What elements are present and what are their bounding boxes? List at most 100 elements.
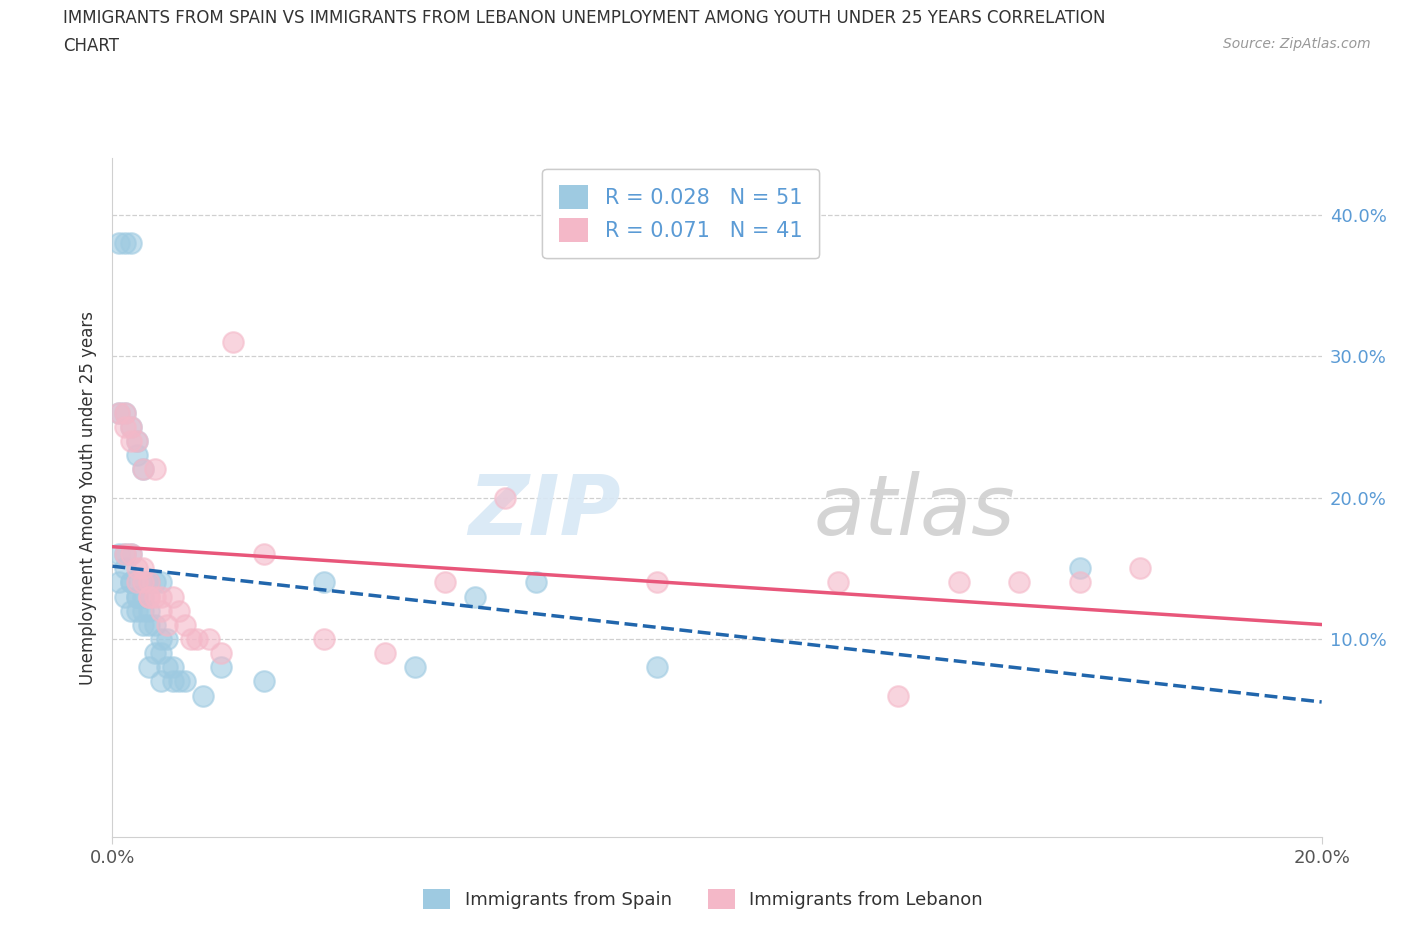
Text: atlas: atlas	[814, 471, 1015, 551]
Point	[167, 604, 190, 618]
Text: ZIP: ZIP	[468, 471, 620, 551]
Point	[149, 631, 172, 646]
Point	[253, 674, 276, 689]
Point	[198, 631, 221, 646]
Point	[149, 604, 172, 618]
Point	[138, 618, 160, 632]
Point	[120, 604, 142, 618]
Point	[827, 575, 849, 590]
Legend: Immigrants from Spain, Immigrants from Lebanon: Immigrants from Spain, Immigrants from L…	[416, 882, 990, 916]
Point	[887, 688, 910, 703]
Point	[1069, 561, 1091, 576]
Text: IMMIGRANTS FROM SPAIN VS IMMIGRANTS FROM LEBANON UNEMPLOYMENT AMONG YOUTH UNDER : IMMIGRANTS FROM SPAIN VS IMMIGRANTS FROM…	[63, 9, 1105, 27]
Point	[156, 660, 179, 675]
Point	[125, 433, 148, 448]
Point	[125, 589, 148, 604]
Point	[143, 462, 166, 477]
Point	[120, 547, 142, 562]
Point	[132, 462, 155, 477]
Point	[314, 631, 336, 646]
Point	[404, 660, 426, 675]
Point	[464, 589, 486, 604]
Point	[120, 419, 142, 434]
Point	[1129, 561, 1152, 576]
Point	[114, 561, 136, 576]
Point	[107, 235, 129, 250]
Point	[132, 618, 155, 632]
Point	[209, 645, 232, 660]
Point	[174, 674, 197, 689]
Point	[645, 660, 668, 675]
Point	[132, 462, 155, 477]
Point	[149, 674, 172, 689]
Point	[149, 575, 172, 590]
Point	[156, 618, 179, 632]
Point	[107, 405, 129, 420]
Point	[125, 575, 148, 590]
Point	[120, 575, 142, 590]
Point	[162, 660, 184, 675]
Point	[645, 575, 668, 590]
Point	[253, 547, 276, 562]
Point	[209, 660, 232, 675]
Point	[143, 618, 166, 632]
Point	[138, 575, 160, 590]
Point	[138, 575, 160, 590]
Text: Source: ZipAtlas.com: Source: ZipAtlas.com	[1223, 37, 1371, 51]
Point	[138, 604, 160, 618]
Point	[167, 674, 190, 689]
Point	[107, 405, 129, 420]
Point	[138, 589, 160, 604]
Point	[114, 235, 136, 250]
Point	[120, 433, 142, 448]
Point	[120, 235, 142, 250]
Point	[125, 433, 148, 448]
Point	[114, 405, 136, 420]
Point	[138, 589, 160, 604]
Point	[1008, 575, 1031, 590]
Point	[524, 575, 547, 590]
Point	[132, 604, 155, 618]
Point	[132, 561, 155, 576]
Point	[495, 490, 517, 505]
Point	[156, 631, 179, 646]
Point	[222, 335, 245, 350]
Point	[433, 575, 456, 590]
Point	[948, 575, 970, 590]
Point	[120, 419, 142, 434]
Point	[125, 589, 148, 604]
Point	[162, 589, 184, 604]
Point	[107, 547, 129, 562]
Point	[314, 575, 336, 590]
Point	[162, 674, 184, 689]
Point	[114, 547, 136, 562]
Point	[114, 547, 136, 562]
Point	[1069, 575, 1091, 590]
Point	[125, 561, 148, 576]
Point	[180, 631, 202, 646]
Point	[132, 575, 155, 590]
Point	[174, 618, 197, 632]
Point	[138, 660, 160, 675]
Point	[120, 575, 142, 590]
Point	[114, 589, 136, 604]
Point	[107, 575, 129, 590]
Point	[120, 547, 142, 562]
Point	[114, 405, 136, 420]
Point	[374, 645, 396, 660]
Legend: R = 0.028   N = 51, R = 0.071   N = 41: R = 0.028 N = 51, R = 0.071 N = 41	[543, 168, 820, 259]
Point	[132, 575, 155, 590]
Point	[114, 419, 136, 434]
Point	[143, 575, 166, 590]
Point	[149, 645, 172, 660]
Point	[125, 604, 148, 618]
Point	[125, 447, 148, 462]
Point	[149, 589, 172, 604]
Point	[186, 631, 208, 646]
Y-axis label: Unemployment Among Youth under 25 years: Unemployment Among Youth under 25 years	[79, 311, 97, 684]
Point	[132, 589, 155, 604]
Point	[143, 645, 166, 660]
Point	[191, 688, 214, 703]
Text: CHART: CHART	[63, 37, 120, 55]
Point	[143, 589, 166, 604]
